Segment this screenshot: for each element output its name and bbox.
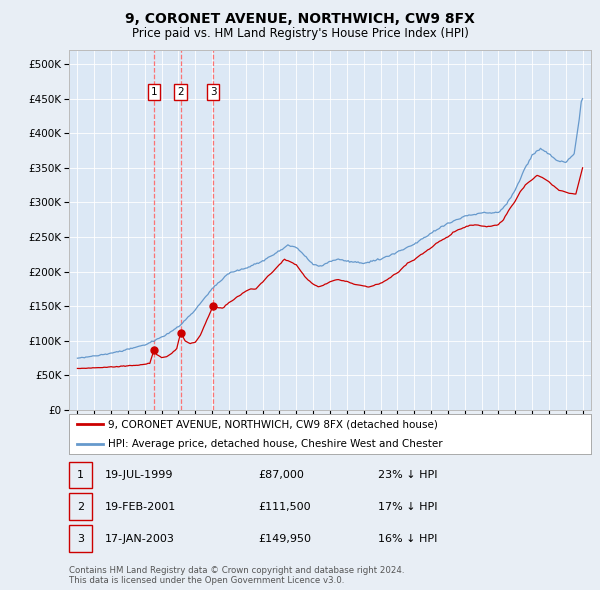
Text: 3: 3 [209, 87, 216, 97]
Text: 2: 2 [178, 87, 184, 97]
Text: 23% ↓ HPI: 23% ↓ HPI [378, 470, 437, 480]
Text: 19-JUL-1999: 19-JUL-1999 [105, 470, 173, 480]
Text: 17-JAN-2003: 17-JAN-2003 [105, 534, 175, 543]
Text: 3: 3 [77, 534, 84, 543]
Text: 1: 1 [151, 87, 157, 97]
Text: £149,950: £149,950 [258, 534, 311, 543]
Text: 1: 1 [77, 470, 84, 480]
Text: 9, CORONET AVENUE, NORTHWICH, CW9 8FX (detached house): 9, CORONET AVENUE, NORTHWICH, CW9 8FX (d… [108, 419, 438, 429]
Text: 2: 2 [77, 502, 84, 512]
Text: £87,000: £87,000 [258, 470, 304, 480]
Text: Price paid vs. HM Land Registry's House Price Index (HPI): Price paid vs. HM Land Registry's House … [131, 27, 469, 40]
Text: 17% ↓ HPI: 17% ↓ HPI [378, 502, 437, 512]
Text: Contains HM Land Registry data © Crown copyright and database right 2024.
This d: Contains HM Land Registry data © Crown c… [69, 566, 404, 585]
Text: HPI: Average price, detached house, Cheshire West and Chester: HPI: Average price, detached house, Ches… [108, 440, 443, 449]
Text: £111,500: £111,500 [258, 502, 311, 512]
Text: 9, CORONET AVENUE, NORTHWICH, CW9 8FX: 9, CORONET AVENUE, NORTHWICH, CW9 8FX [125, 12, 475, 26]
Text: 16% ↓ HPI: 16% ↓ HPI [378, 534, 437, 543]
Text: 19-FEB-2001: 19-FEB-2001 [105, 502, 176, 512]
